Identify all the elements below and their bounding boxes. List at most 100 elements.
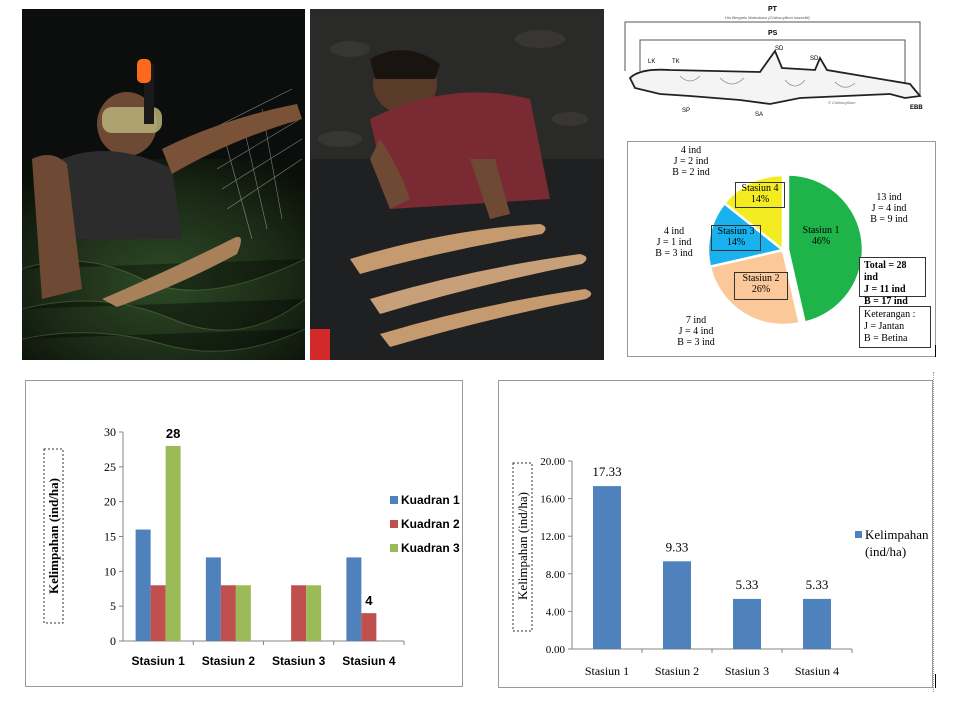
- diagram-label-sd-2: SD: [810, 56, 819, 62]
- legend-label: Kuadran 3: [401, 541, 460, 555]
- pie-detail-s1-line2: J = 4 ind: [871, 203, 907, 214]
- y-tick-label: 30: [104, 425, 116, 439]
- pie-total-b: B = 17 ind: [864, 296, 908, 307]
- pie-slice-2: [708, 248, 802, 327]
- pie-inner-s1: Stasiun 1 46%: [796, 225, 846, 247]
- y-tick-label: 20: [104, 495, 116, 509]
- bar-kuadran-3-2: [235, 585, 251, 641]
- diagram-label-sd-1: SD: [775, 46, 784, 52]
- diagram-label-tk: TK: [672, 59, 680, 65]
- legend-label-line1: Kelimpahan: [865, 527, 929, 542]
- pie-detail-s1-line1: 13 ind: [876, 192, 902, 203]
- bar-chart-kuadran-panel: 0 5 10 15 20 25 30 Kelimpahan (ind/ha) Stasiun 1…: [25, 380, 463, 687]
- shark-diagram: PT Hiu Bergaris Matsubara (Chiloscyllium…: [620, 6, 940, 124]
- pie-slice-1: [786, 173, 865, 325]
- pie-inner-s4: Stasiun 4 14%: [735, 182, 785, 208]
- pie-detail-s2-line3: B = 3 ind: [677, 337, 715, 348]
- x-tick-label: Stasiun 3: [725, 664, 769, 678]
- bar-chart-kelimpahan-panel: 0.00 4.00 8.00 12.00 16.00 20.00 Kelimpahan (i…: [498, 380, 933, 688]
- bar-kuadran-2-2: [220, 585, 236, 641]
- photo-measuring: [310, 9, 604, 360]
- photo-snorkeler-image: [22, 9, 305, 360]
- bar-kuadran-2-1: [150, 585, 166, 641]
- diagram-label-ps: PS: [768, 30, 778, 37]
- bar-kuadran-1-1: [135, 529, 151, 641]
- photo-snorkeler: [22, 9, 305, 360]
- diagram-label-lk: LK: [648, 59, 656, 65]
- legend-label: Kuadran 1: [401, 493, 460, 507]
- bar-chart-kuadran: 0 5 10 15 20 25 30 Kelimpahan (ind/ha) Stasiun 1…: [43, 425, 460, 668]
- pie-detail-s4-line2: J = 2 ind: [673, 156, 709, 167]
- y-tick-label: 15: [104, 530, 116, 544]
- y-tick-label: 0: [110, 634, 116, 648]
- pie-inner-s4-name: Stasiun 4: [741, 183, 779, 194]
- pie-detail-s1-line3: B = 9 ind: [870, 214, 908, 225]
- pie-detail-s1: 13 ind J = 4 ind B = 9 ind: [859, 192, 919, 225]
- bar-kuadran-2-3: [291, 585, 307, 641]
- pie-inner-s4-pct: 14%: [750, 194, 770, 205]
- pie-inner-s2: Stasiun 2 26%: [734, 272, 788, 300]
- y-tick-label: 20.00: [540, 456, 565, 468]
- x-tick-label: Stasiun 2: [202, 654, 256, 668]
- y-tick-label: 4.00: [546, 606, 566, 618]
- diagram-label-sa: SA: [755, 112, 764, 118]
- bar-kuadran-3-3: [306, 585, 322, 641]
- pie-inner-s2-pct: 26%: [751, 284, 771, 295]
- pie-detail-s3: 4 ind J = 1 ind B = 3 ind: [646, 226, 702, 259]
- pie-total-j: J = 11 ind: [864, 284, 906, 295]
- pie-totals-box: Total = 28 ind J = 11 ind B = 17 ind: [859, 257, 926, 307]
- legend-label: Kuadran 2: [401, 517, 460, 531]
- y-axis-label: Kelimpahan (ind/ha): [46, 478, 61, 594]
- y-tick-label: 8.00: [546, 569, 566, 581]
- bar-kelimpahan-2: [663, 561, 691, 649]
- bar-kelimpahan-1: [593, 486, 621, 649]
- pie-inner-s1-name: Stasiun 1: [802, 225, 840, 236]
- data-label: 28: [166, 426, 180, 441]
- pie-inner-s3-name: Stasiun 3: [717, 226, 755, 237]
- diagram-credit: © Chiloscyllium: [828, 100, 856, 105]
- photo-measuring-image: [310, 9, 604, 360]
- y-tick-label: 12.00: [540, 531, 565, 543]
- bar-kuadran-1-4: [346, 557, 362, 641]
- x-tick-label: Stasiun 2: [655, 664, 699, 678]
- panel-edge-mark-2: [935, 674, 936, 688]
- y-axis-label-box: [43, 448, 64, 624]
- bar-kelimpahan-4: [803, 598, 831, 649]
- pie-detail-s4-line3: B = 2 ind: [672, 167, 710, 178]
- pie-key-box: Keterangan : J = Jantan B = Betina: [859, 306, 931, 348]
- shark-diagram-drawing: [624, 21, 922, 105]
- pie-detail-s2: 7 ind J = 4 ind B = 3 ind: [666, 315, 726, 348]
- bar-kuadran-2-4: [361, 613, 377, 641]
- legend-swatch: [855, 531, 862, 538]
- panel-edge-mark: [935, 345, 936, 357]
- diagram-caption: Hiu Bergaris Matsubara (Chiloscyllium ha…: [725, 15, 810, 20]
- bar-kelimpahan-3: [733, 598, 761, 649]
- pie-key-b: B = Betina: [864, 333, 908, 344]
- pie-detail-s2-line2: J = 4 ind: [678, 326, 714, 337]
- x-tick-label: Stasiun 4: [342, 654, 396, 668]
- pie-inner-s3-pct: 14%: [726, 237, 746, 248]
- value-label: 9.33: [666, 539, 689, 554]
- diagram-label-pt: PT: [768, 6, 777, 13]
- y-tick-label: 0.00: [546, 644, 566, 656]
- pie-inner-s3: Stasiun 3 14%: [711, 225, 761, 251]
- pie-detail-s3-line3: B = 3 ind: [655, 248, 693, 259]
- value-label: 5.33: [806, 577, 829, 592]
- y-tick-label: 16.00: [540, 494, 565, 506]
- value-label: 5.33: [736, 577, 759, 592]
- y-tick-label: 5: [110, 599, 116, 613]
- y-tick-label: 25: [104, 460, 116, 474]
- pie-detail-s3-line2: J = 1 ind: [656, 237, 692, 248]
- x-tick-label: Stasiun 3: [272, 654, 326, 668]
- y-axis-label: Kelimpahan (ind/ha): [515, 492, 530, 600]
- x-tick-label: Stasiun 1: [131, 654, 185, 668]
- panel-divider: [933, 372, 934, 692]
- y-axis-label-box: [512, 462, 533, 632]
- bar-kuadran-3-1: [165, 445, 181, 641]
- data-label: 4: [365, 593, 373, 608]
- pie-key-title: Keterangan :: [864, 309, 916, 320]
- pie-inner-s2-name: Stasiun 2: [742, 273, 780, 284]
- pie-detail-s2-line1: 7 ind: [685, 315, 707, 326]
- bar-kuadran-1-2: [205, 557, 221, 641]
- legend-swatch: [390, 544, 398, 552]
